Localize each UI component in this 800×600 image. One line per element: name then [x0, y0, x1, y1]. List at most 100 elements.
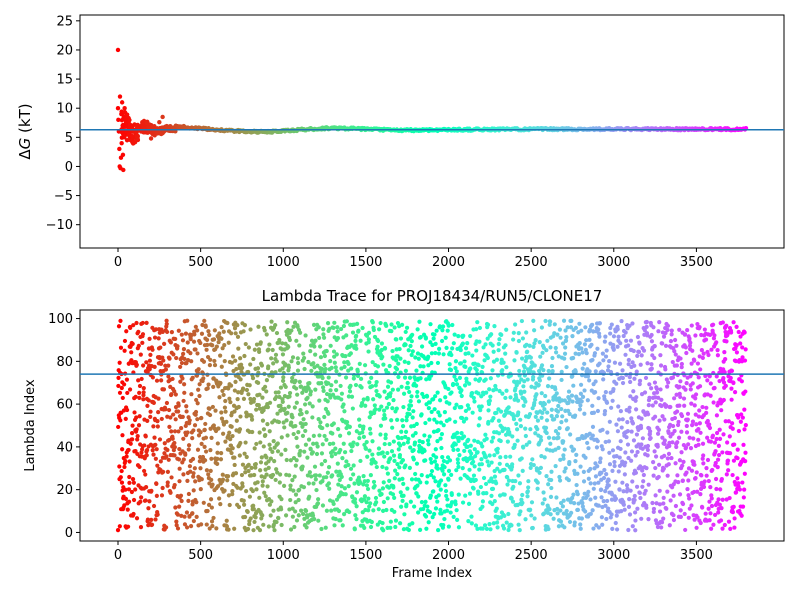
lambda-point — [652, 344, 657, 349]
lambda-point — [435, 439, 440, 444]
lambda-point — [273, 352, 279, 357]
lambda-point — [259, 455, 264, 460]
lambda-point — [446, 477, 451, 482]
lambda-point — [176, 457, 182, 462]
lambda-point — [553, 387, 558, 392]
lambda-point — [603, 503, 608, 508]
lambda-point — [497, 337, 502, 342]
lambda-point — [541, 490, 546, 495]
lambda-point — [672, 349, 677, 354]
lambda-point — [260, 418, 266, 423]
lambda-point — [316, 497, 321, 502]
lambda-point — [137, 383, 143, 389]
lambda-point — [593, 379, 598, 384]
lambda-point — [706, 506, 711, 511]
lambda-point — [281, 375, 286, 380]
lambda-point — [305, 515, 310, 520]
x-tick-label: 3500 — [680, 548, 713, 563]
lambda-point — [454, 402, 459, 407]
lambda-point — [606, 439, 612, 444]
lambda-point — [520, 492, 525, 498]
lambda-point — [368, 524, 374, 530]
x-tick-label: 3500 — [680, 255, 713, 270]
lambda-point — [334, 352, 339, 357]
lambda-point — [238, 356, 243, 361]
lambda-point — [340, 456, 345, 461]
lambda-point — [308, 389, 313, 394]
lambda-point — [331, 349, 337, 354]
lambda-point — [567, 397, 572, 402]
lambda-point — [506, 511, 511, 517]
lambda-point — [376, 338, 381, 344]
lambda-point — [457, 435, 462, 440]
lambda-point — [485, 355, 490, 361]
lambda-point — [442, 464, 447, 470]
lambda-point — [620, 368, 625, 373]
lambda-point — [275, 470, 280, 475]
lambda-point — [672, 415, 678, 421]
lambda-point — [616, 334, 621, 339]
lambda-point — [433, 506, 439, 511]
lambda-point — [210, 343, 215, 348]
lambda-point — [629, 416, 634, 421]
lambda-point — [537, 378, 543, 383]
lambda-point — [730, 472, 735, 478]
lambda-point — [181, 347, 187, 352]
lambda-point — [463, 408, 468, 414]
lambda-point — [609, 512, 614, 517]
lambda-point — [593, 495, 598, 500]
lambda-point — [539, 415, 544, 420]
lambda-point — [219, 325, 224, 330]
lambda-point — [498, 455, 503, 460]
lambda-point — [713, 476, 719, 482]
lambda-point — [273, 370, 278, 375]
lambda-point — [364, 439, 369, 445]
lambda-point — [221, 422, 227, 427]
lambda-point — [708, 381, 713, 386]
lambda-point — [697, 325, 702, 330]
lambda-point — [172, 389, 177, 394]
lambda-point — [730, 426, 735, 431]
delta-g-point — [127, 117, 132, 123]
lambda-point — [568, 432, 573, 437]
lambda-point — [394, 406, 399, 411]
lambda-point — [332, 360, 337, 365]
lambda-point — [156, 336, 161, 341]
lambda-point — [558, 457, 563, 462]
lambda-point — [260, 483, 265, 488]
lambda-point — [677, 327, 682, 332]
lambda-point — [148, 352, 153, 357]
lambda-point — [197, 382, 202, 387]
lambda-point — [486, 463, 491, 468]
lambda-point — [516, 331, 521, 336]
lambda-point — [323, 366, 328, 372]
lambda-point — [325, 470, 330, 475]
lambda-point — [486, 408, 491, 413]
lambda-point — [493, 383, 498, 389]
lambda-point — [590, 357, 595, 363]
lambda-point — [657, 488, 662, 493]
lambda-point — [291, 488, 296, 493]
lambda-point — [401, 493, 406, 498]
lambda-point — [311, 322, 317, 327]
lambda-point — [201, 359, 207, 364]
lambda-point — [388, 456, 393, 461]
lambda-point — [172, 453, 177, 458]
lambda-point — [712, 512, 718, 518]
lambda-point — [533, 397, 538, 402]
lambda-point — [117, 390, 123, 395]
lambda-point — [665, 384, 670, 389]
lambda-point — [485, 336, 490, 341]
lambda-point — [645, 361, 650, 366]
lambda-point — [408, 499, 413, 504]
lambda-point — [523, 433, 528, 439]
lambda-point — [511, 484, 516, 489]
lambda-point — [233, 331, 238, 336]
lambda-point — [632, 376, 637, 381]
lambda-point — [652, 449, 657, 454]
lambda-point — [415, 394, 420, 399]
lambda-point — [185, 478, 190, 483]
lambda-point — [126, 447, 131, 453]
lambda-point — [327, 326, 332, 331]
lambda-point — [676, 435, 682, 440]
